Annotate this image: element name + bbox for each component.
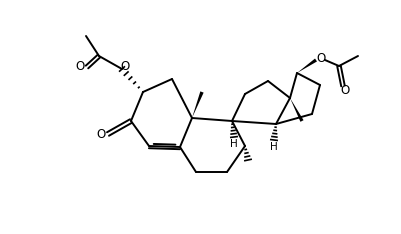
Text: O: O (96, 128, 105, 140)
Text: O: O (75, 61, 85, 73)
Text: O: O (316, 51, 326, 65)
Text: O: O (120, 59, 130, 73)
Text: H: H (230, 139, 238, 149)
Polygon shape (297, 58, 317, 73)
Polygon shape (290, 98, 304, 122)
Polygon shape (192, 91, 204, 118)
Text: H: H (270, 142, 278, 152)
Text: O: O (340, 84, 350, 98)
